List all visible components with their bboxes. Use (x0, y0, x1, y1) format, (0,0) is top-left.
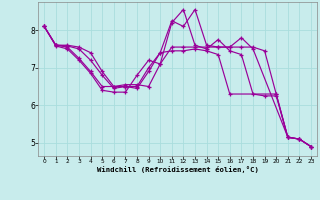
X-axis label: Windchill (Refroidissement éolien,°C): Windchill (Refroidissement éolien,°C) (97, 166, 259, 173)
